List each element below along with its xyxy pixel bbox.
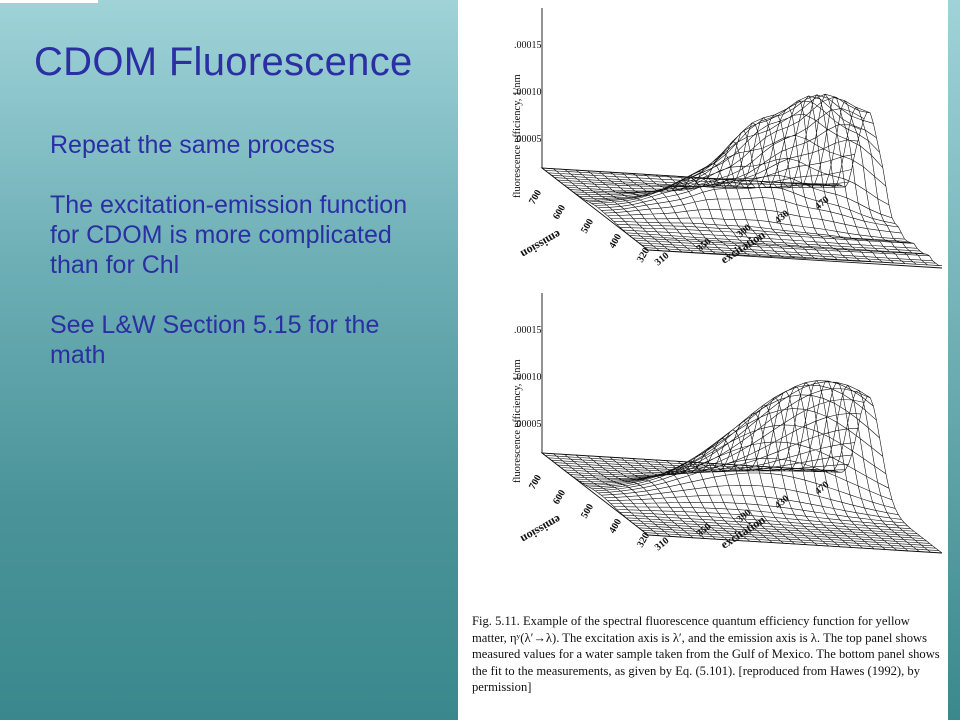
axis-frame xyxy=(540,293,943,554)
excitation-tick-label: 430 xyxy=(773,208,792,226)
emission-tick-label: 400 xyxy=(607,517,624,535)
excitation-tick-label: 430 xyxy=(773,493,792,511)
emission-tick-label: 600 xyxy=(551,203,568,221)
surface-mesh xyxy=(540,293,943,554)
figure-panel: fluorescence efficiency, 1/nm .00015 .00… xyxy=(458,0,948,720)
emission-tick-label: 320 xyxy=(635,246,652,264)
z-tick-label: .00005 xyxy=(514,419,542,430)
slide-body: Repeat the same process The excitation-e… xyxy=(50,130,430,400)
body-paragraph-2: The excitation-emission function for CDO… xyxy=(50,191,408,279)
excitation-tick-label: 310 xyxy=(653,535,672,553)
surface-plot-fit: fluorescence efficiency, 1/nm .00015 .00… xyxy=(458,285,948,575)
surface-mesh xyxy=(540,8,943,269)
emission-axis-label: emission xyxy=(518,227,563,261)
corner-mark xyxy=(0,0,98,3)
emission-axis-label: emission xyxy=(518,512,563,546)
excitation-tick-label: 310 xyxy=(653,250,672,268)
emission-tick-label: 700 xyxy=(527,473,544,491)
emission-tick-label: 400 xyxy=(607,232,624,250)
emission-tick-label: 320 xyxy=(635,531,652,549)
z-tick-label: .00010 xyxy=(514,87,542,98)
z-axis-label: fluorescence efficiency, 1/nm xyxy=(512,74,523,198)
emission-tick-label: 600 xyxy=(551,488,568,506)
z-tick-label: .00015 xyxy=(514,325,542,336)
z-tick-label: .00015 xyxy=(514,40,542,51)
slide-title: CDOM Fluorescence xyxy=(34,40,413,84)
emission-tick-label: 700 xyxy=(527,188,544,206)
emission-tick-label: 500 xyxy=(579,217,596,235)
excitation-tick-label: 470 xyxy=(813,194,832,212)
z-tick-label: .00005 xyxy=(514,134,542,145)
figure-caption: Fig. 5.11. Example of the spectral fluor… xyxy=(472,614,940,695)
emission-tick-label: 500 xyxy=(579,502,596,520)
body-paragraph-1: Repeat the same process xyxy=(50,131,335,159)
z-tick-label: .00010 xyxy=(514,372,542,383)
surface-plot-measured: fluorescence efficiency, 1/nm .00015 .00… xyxy=(458,0,948,290)
z-axis-label: fluorescence efficiency, 1/nm xyxy=(512,359,523,483)
body-paragraph-3: See L&W Section 5.15 for the math xyxy=(50,311,380,369)
axis-frame xyxy=(540,8,943,269)
right-edge-strip xyxy=(948,0,960,720)
